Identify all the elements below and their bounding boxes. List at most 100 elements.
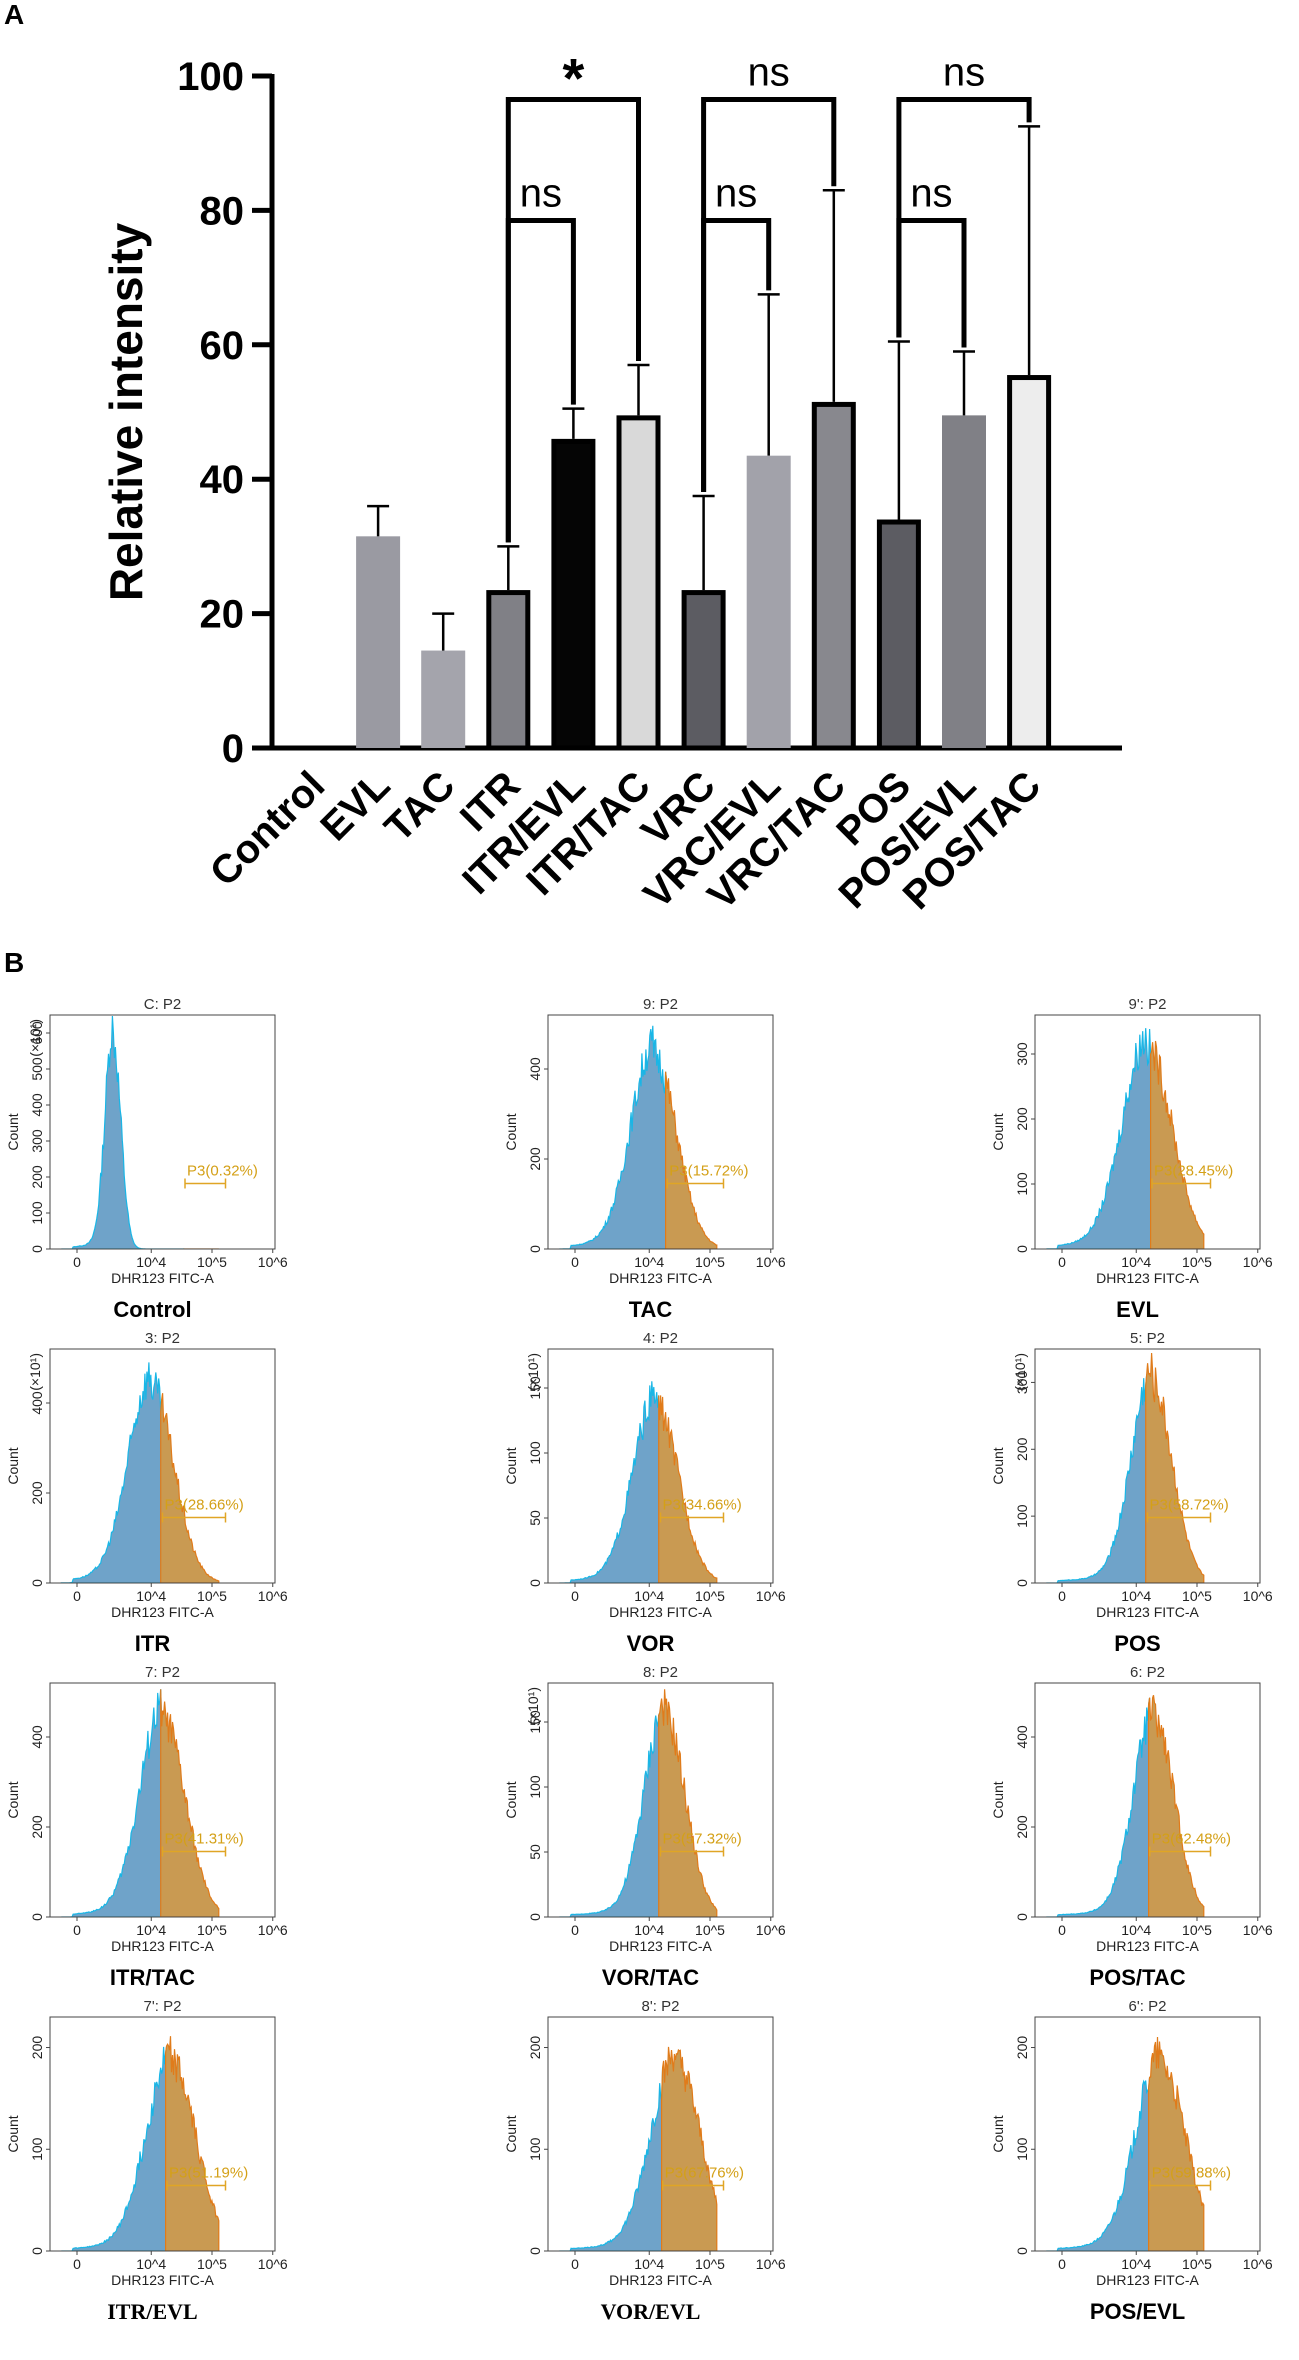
histogram-caption: ITR bbox=[135, 1631, 171, 1656]
histogram-title: 6: P2 bbox=[1130, 1664, 1165, 1681]
histogram-x-tick-label: 10^5 bbox=[695, 1922, 725, 1938]
histogram-y-tick-label: 400 bbox=[29, 1391, 45, 1415]
significance-label: * bbox=[563, 47, 585, 110]
histogram-y-label: Count bbox=[990, 2115, 1006, 2152]
histogram-y-multiplier: (×10¹) bbox=[525, 1353, 541, 1391]
histogram-panel: 6': P2 0 100 200 Count 0 10^4 10^5 10^6 DHR123 FI… bbox=[990, 1998, 1273, 2324]
gate-label: P3(58.72%) bbox=[1150, 1496, 1229, 1513]
y-tick-label: 60 bbox=[200, 324, 245, 368]
histogram-y-tick-label: 0 bbox=[1014, 1913, 1030, 1921]
histogram-panel: C: P2 0 100 200 300 400 500 600(×10¹) Count 0 10^4… bbox=[5, 996, 288, 1322]
histogram-caption: TAC bbox=[629, 1297, 673, 1322]
bar-itr-tac bbox=[616, 415, 661, 751]
histogram-title: 7': P2 bbox=[144, 1998, 182, 2015]
histogram-title: 5: P2 bbox=[1130, 1330, 1165, 1347]
histogram-shape bbox=[1046, 1352, 1205, 1583]
bar-tac bbox=[421, 650, 466, 748]
histogram-x-tick-label: 10^6 bbox=[258, 2256, 288, 2272]
histogram-shape bbox=[61, 1015, 219, 1249]
histogram-x-label: DHR123 FITC-A bbox=[609, 1938, 712, 1954]
gate-label: P3(28.66%) bbox=[165, 1496, 244, 1513]
histogram-x-tick-label: 10^4 bbox=[634, 1588, 664, 1604]
histogram-y-tick-label: 200 bbox=[527, 1147, 543, 1171]
histogram-x-tick-label: 10^6 bbox=[1243, 2256, 1273, 2272]
histogram-frame bbox=[1034, 1014, 1261, 1250]
y-axis-label: Relative intensity bbox=[100, 222, 152, 601]
bar-chart: 0 20 40 60 80 100 Relative intensity ControlEVL… bbox=[100, 47, 1122, 918]
gate-label: P3(67.76%) bbox=[665, 2164, 744, 2181]
significance-bracket bbox=[896, 217, 967, 348]
histogram-panel: 8': P2 0 100 200 Count 0 10^4 10^5 10^6 DHR123 FI… bbox=[503, 1998, 786, 2324]
histogram-area-positive bbox=[1145, 1352, 1205, 1583]
y-tick-label: 20 bbox=[200, 593, 245, 637]
histogram-caption: ITR/EVL bbox=[107, 2299, 197, 2324]
histogram-y-label: Count bbox=[5, 1113, 21, 1150]
histogram-x-tick-label: 10^5 bbox=[695, 1588, 725, 1604]
gate-label: P3(34.66%) bbox=[663, 1496, 742, 1513]
histogram-y-label: Count bbox=[5, 1447, 21, 1484]
histogram-y-tick-label: 0 bbox=[29, 1913, 45, 1921]
histogram-panel: 3: P2 0 200 400(×10¹) Count 0 10^4 10^5 10^6 DHR1… bbox=[5, 1330, 288, 1656]
histogram-area-negative bbox=[60, 1362, 163, 1583]
histogram-x-label: DHR123 FITC-A bbox=[1096, 1938, 1199, 1954]
gate-label: P3(15.72%) bbox=[669, 1162, 748, 1179]
histogram-shape bbox=[60, 1362, 220, 1583]
histogram-title: 3: P2 bbox=[145, 1330, 180, 1347]
histogram-x-label: DHR123 FITC-A bbox=[1096, 1604, 1199, 1620]
x-tick-label: TAC bbox=[376, 763, 463, 850]
histogram-x-label: DHR123 FITC-A bbox=[111, 1270, 214, 1286]
y-tick-label: 80 bbox=[200, 189, 245, 233]
histogram-frame bbox=[1034, 2016, 1261, 2252]
histogram-y-tick-label: 0 bbox=[1014, 1579, 1030, 1587]
histogram-frame bbox=[49, 1014, 276, 1250]
histogram-x-tick-label: 10^5 bbox=[1182, 2256, 1212, 2272]
histogram-y-tick-label: 200 bbox=[29, 1481, 45, 1505]
gate-label: P3(41.31%) bbox=[165, 1830, 244, 1847]
histogram-x-label: DHR123 FITC-A bbox=[1096, 2272, 1199, 2288]
histogram-area-negative bbox=[559, 1712, 661, 1917]
histogram-area-negative bbox=[61, 2045, 168, 2251]
bar-vrc bbox=[681, 590, 726, 751]
histogram-x-tick-label: 0 bbox=[1058, 1588, 1066, 1604]
histogram-y-tick-label: 100 bbox=[527, 2137, 543, 2161]
histogram-x-tick-label: 10^4 bbox=[136, 1588, 166, 1604]
histogram-area-negative bbox=[1046, 1374, 1148, 1583]
histogram-y-tick-label: 0 bbox=[527, 2247, 543, 2255]
histogram-x-tick-label: 10^6 bbox=[756, 1922, 786, 1938]
histogram-x-tick-label: 10^4 bbox=[634, 1254, 664, 1270]
histogram-shape bbox=[61, 2036, 220, 2251]
y-tick-label: 0 bbox=[222, 727, 244, 771]
x-tick-label: Control bbox=[202, 763, 334, 895]
histogram-x-tick-label: 0 bbox=[73, 1922, 81, 1938]
histogram-area-positive bbox=[664, 1071, 718, 1249]
histogram-y-tick-label: 100 bbox=[1014, 1172, 1030, 1196]
histogram-caption: Control bbox=[113, 1297, 191, 1322]
histogram-title: 9': P2 bbox=[1129, 996, 1167, 1013]
histogram-y-tick-label: 200 bbox=[29, 1815, 45, 1839]
histogram-area-positive bbox=[160, 1393, 220, 1583]
histogram-x-label: DHR123 FITC-A bbox=[111, 1604, 214, 1620]
histogram-panel: 9': P2 0 100 200 300 Count 0 10^4 10^5 10^6 DHR123… bbox=[990, 996, 1273, 1322]
histogram-area-positive bbox=[658, 1689, 718, 1917]
histogram-frame bbox=[1034, 1682, 1261, 1918]
histogram-shape bbox=[559, 1381, 718, 1583]
histogram-x-tick-label: 10^6 bbox=[258, 1922, 288, 1938]
bar-itr bbox=[486, 590, 531, 751]
significance-label: ns bbox=[715, 171, 757, 215]
histogram-shape bbox=[559, 1689, 718, 1917]
histogram-x-tick-label: 10^6 bbox=[756, 2256, 786, 2272]
histogram-y-tick-label: 200 bbox=[1014, 1437, 1030, 1461]
histogram-y-tick-label: 200 bbox=[1014, 1815, 1030, 1839]
histogram-y-tick-label: 200 bbox=[1014, 1107, 1030, 1131]
histogram-caption: ITR/TAC bbox=[110, 1965, 195, 1990]
histogram-x-tick-label: 0 bbox=[1058, 1254, 1066, 1270]
histogram-y-tick-label: 0 bbox=[527, 1579, 543, 1587]
histogram-caption: VOR/TAC bbox=[602, 1965, 699, 1990]
histogram-frame bbox=[547, 1014, 774, 1250]
significance-label: ns bbox=[943, 51, 985, 95]
histogram-x-tick-label: 0 bbox=[73, 2256, 81, 2272]
histogram-area-positive bbox=[165, 2036, 220, 2251]
histogram-caption: EVL bbox=[1116, 1297, 1159, 1322]
histogram-panel: 6: P2 0 200 400 Count 0 10^4 10^5 10^6 DHR123 FIT… bbox=[990, 1664, 1273, 1990]
